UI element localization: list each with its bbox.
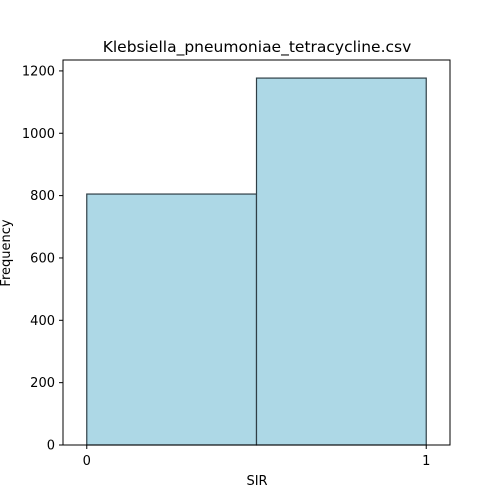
chart-title: Klebsiella_pneumoniae_tetracycline.csv (103, 38, 412, 57)
y-tick-label-4: 800 (30, 189, 55, 204)
y-tick-label-0: 0 (47, 439, 55, 454)
y-tick-label-3: 600 (30, 251, 55, 266)
x-axis-label: SIR (246, 474, 267, 489)
y-tick-label-6: 1200 (22, 64, 55, 79)
x-tick-label-1: 1 (422, 454, 430, 469)
y-axis: 0 200 400 600 800 1000 1200 (22, 64, 63, 454)
y-tick-label-5: 1000 (22, 127, 55, 142)
histogram-bar-0 (86, 193, 258, 446)
plot-frame (62, 59, 451, 446)
y-tick-label-2: 400 (30, 314, 55, 329)
histogram-bar-2 (255, 77, 427, 446)
x-tick-label-0: 0 (83, 454, 91, 469)
bars-group (86, 77, 427, 446)
y-tick-label-1: 200 (30, 376, 55, 391)
y-axis-label: Frequency (0, 219, 14, 286)
